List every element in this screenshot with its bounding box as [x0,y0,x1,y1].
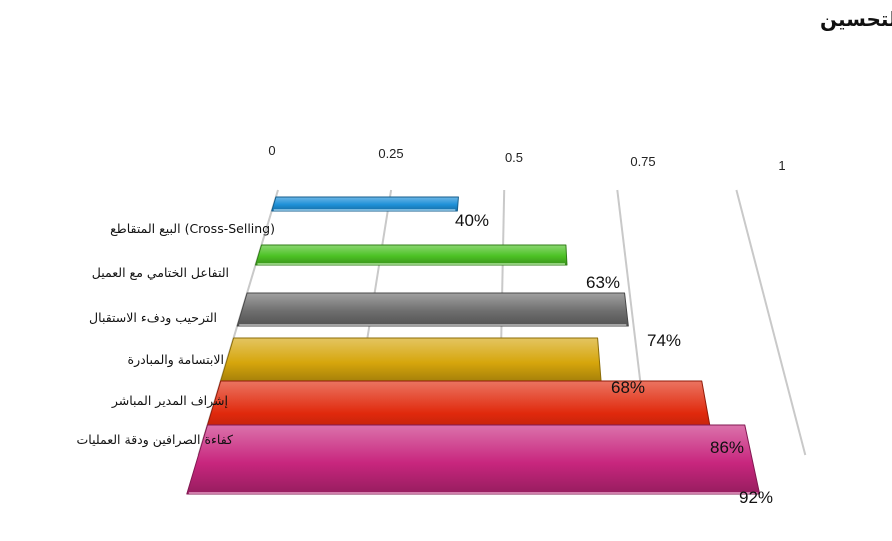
category-label: التفاعل الختامي مع العميل [92,265,229,280]
x-tick-label: 0 [268,143,275,158]
x-tick-label: 0.5 [505,150,523,165]
x-tick-label: 1 [778,158,785,173]
chart-title: أولويات التحسين [820,5,892,31]
data-label: 63% [586,273,620,292]
data-label: 92% [739,488,773,507]
bar [186,424,761,495]
x-tick-label: 0.25 [378,146,403,161]
data-label: 40% [455,211,489,230]
x-tick-label: 0.75 [630,154,655,169]
bars [186,196,761,495]
category-label: الترحيب ودفء الاستقبال [89,310,217,326]
bar [255,244,568,266]
category-label: البيع المتقاطع (Cross-Selling) [110,221,275,236]
category-label: الابتسامة والمبادرة [128,352,224,368]
gridline [735,189,807,456]
data-label: 86% [710,438,744,457]
data-labels: 40% 63% 74% 68% 86% 92% [455,211,773,507]
bar [219,337,602,384]
category-label: كفاءة الصرافين ودقة العمليات [77,432,234,448]
category-labels: البيع المتقاطع (Cross-Selling) التفاعل ال… [77,221,276,448]
bar [236,292,629,327]
bar [271,196,459,212]
data-label: 74% [647,331,681,350]
category-label: إشراف المدير المباشر [111,393,228,409]
data-label: 68% [611,378,645,397]
x-axis-ticks: 0 0.25 0.5 0.75 1 [268,143,785,173]
